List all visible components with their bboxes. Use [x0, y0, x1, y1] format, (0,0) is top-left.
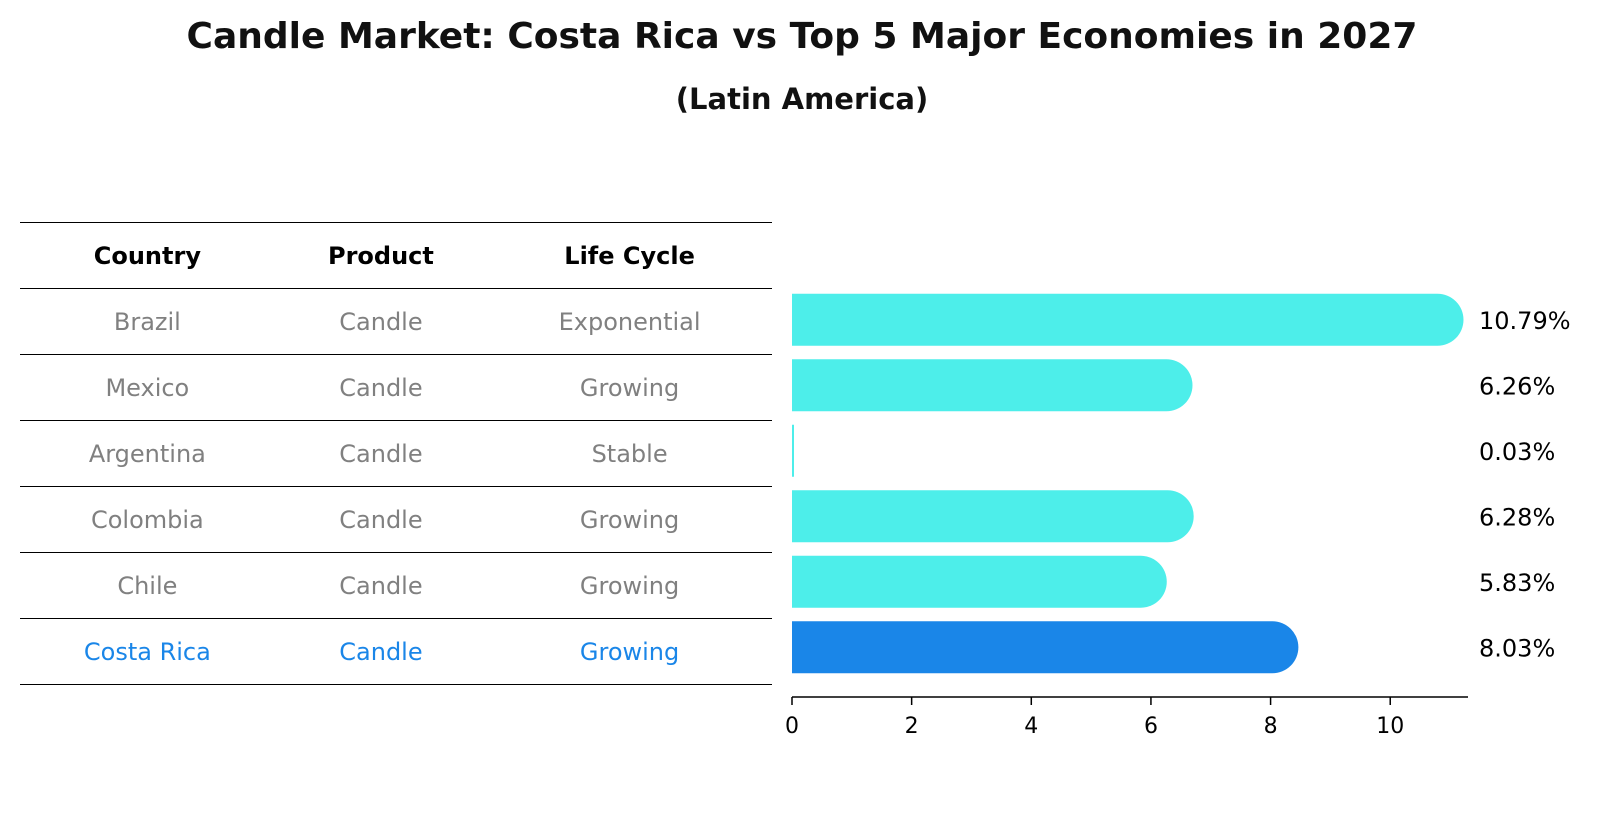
- table-row-highlight: Costa Rica Candle Growing: [20, 618, 772, 685]
- cell-life-cycle: Growing: [487, 354, 772, 421]
- chart-subtitle: (Latin America): [675, 82, 929, 116]
- x-tick-label: 6: [1144, 714, 1158, 739]
- cell-country: Costa Rica: [20, 618, 275, 685]
- value-label: 5.83%: [1479, 569, 1555, 597]
- table-row: Brazil Candle Exponential: [20, 288, 772, 355]
- bar: [792, 293, 1464, 346]
- bar: [792, 490, 1194, 543]
- table-row: Mexico Candle Growing: [20, 354, 772, 421]
- market-table: Country Product Life Cycle Brazil Candle…: [20, 222, 772, 685]
- cell-product: Candle: [274, 618, 488, 685]
- cell-country: Mexico: [20, 354, 275, 421]
- column-header-product: Product: [274, 222, 488, 289]
- bar-highlight: [792, 621, 1299, 674]
- value-label: 6.28%: [1479, 503, 1555, 531]
- cell-country: Chile: [20, 552, 275, 619]
- x-tick-label: 2: [905, 714, 919, 739]
- table-row: Argentina Candle Stable: [20, 420, 772, 487]
- value-label: 8.03%: [1479, 634, 1555, 662]
- cell-life-cycle: Stable: [487, 420, 772, 487]
- value-label: 10.79%: [1479, 307, 1571, 335]
- x-tick-label: 0: [785, 714, 799, 739]
- cell-country: Argentina: [20, 420, 275, 487]
- value-label: 0.03%: [1479, 438, 1555, 466]
- cell-product: Candle: [274, 486, 488, 553]
- table-row: Chile Candle Growing: [20, 552, 772, 619]
- table-header-row: Country Product Life Cycle: [20, 222, 772, 289]
- chart-title: Candle Market: Costa Rica vs Top 5 Major…: [186, 16, 1418, 57]
- table-row: Colombia Candle Growing: [20, 486, 772, 553]
- column-header-country: Country: [20, 222, 275, 289]
- cell-life-cycle: Growing: [487, 552, 772, 619]
- x-tick-label: 10: [1376, 714, 1404, 739]
- x-tick-label: 4: [1024, 714, 1038, 739]
- column-header-life-cycle: Life Cycle: [487, 222, 772, 289]
- cell-product: Candle: [274, 288, 488, 355]
- bar: [792, 555, 1167, 608]
- bar: [792, 359, 1193, 412]
- bar: [792, 424, 794, 477]
- cell-country: Brazil: [20, 288, 275, 355]
- x-tick-label: 8: [1264, 714, 1278, 739]
- cell-life-cycle: Exponential: [487, 288, 772, 355]
- cell-product: Candle: [274, 552, 488, 619]
- cell-life-cycle: Growing: [487, 486, 772, 553]
- cell-product: Candle: [274, 354, 488, 421]
- cell-life-cycle: Growing: [487, 618, 772, 685]
- value-label: 6.26%: [1479, 372, 1555, 400]
- cell-product: Candle: [274, 420, 488, 487]
- cell-country: Colombia: [20, 486, 275, 553]
